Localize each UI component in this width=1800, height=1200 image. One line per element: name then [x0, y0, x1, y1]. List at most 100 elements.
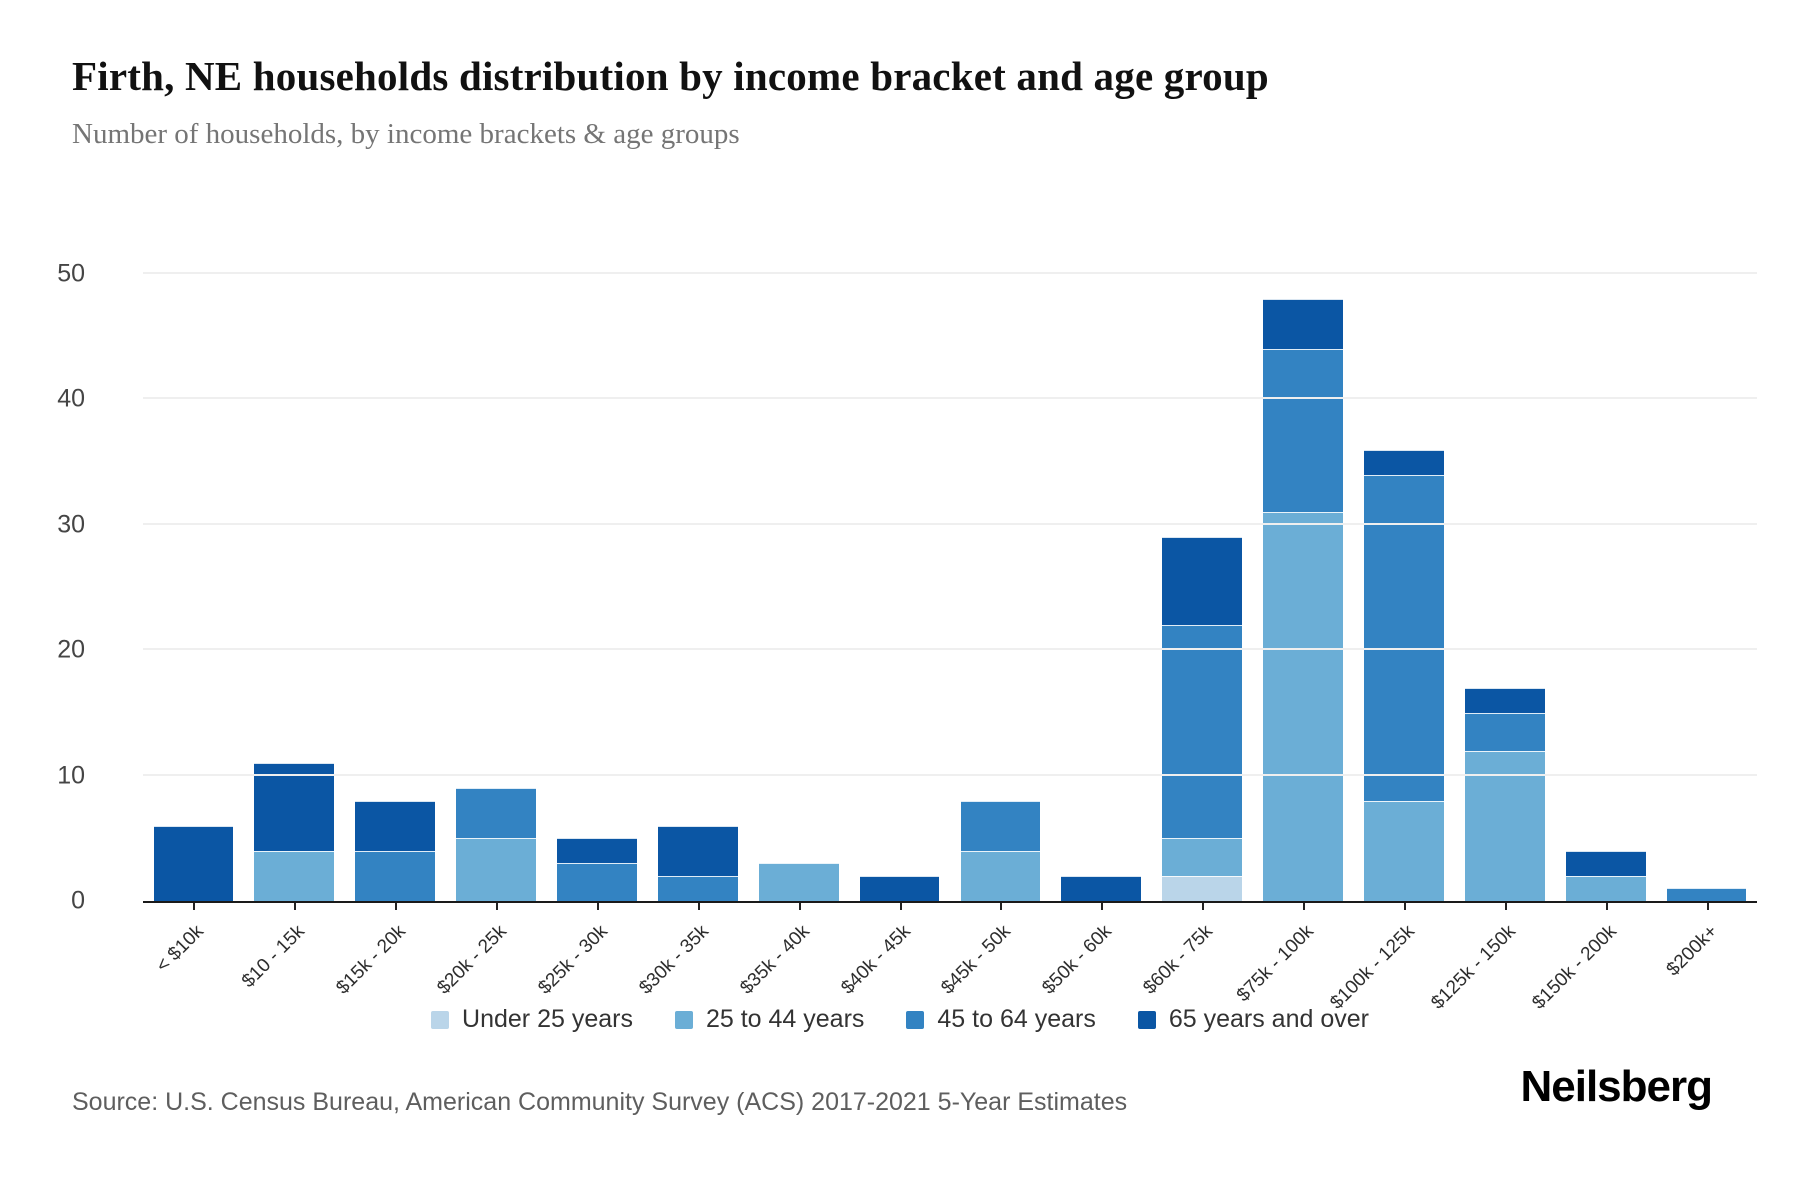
stacked-bar [1666, 274, 1747, 901]
bar-segment[interactable] [1162, 838, 1243, 876]
bar-slot [748, 274, 849, 910]
x-tick-mark [1403, 903, 1406, 910]
bar-slot [345, 274, 446, 910]
x-tick-mark [1605, 903, 1608, 910]
bar-segment[interactable] [758, 863, 839, 901]
bar-segment[interactable] [1162, 537, 1243, 626]
bar-slot [1051, 274, 1152, 910]
legend-item[interactable]: 65 years and over [1137, 1005, 1369, 1034]
bar-segment[interactable] [859, 875, 940, 901]
x-tick-mark [596, 903, 599, 910]
legend-swatch-icon [906, 1010, 925, 1029]
bar-segment[interactable] [355, 800, 436, 851]
x-axis-label: $15k - 20k [332, 921, 411, 999]
y-tick-label-10: 10 [57, 761, 85, 790]
x-axis-label: $40k - 45k [836, 921, 915, 999]
brand-logo: Neilsberg [1520, 1062, 1713, 1111]
legend-swatch-icon [431, 1010, 450, 1029]
stacked-bar [960, 274, 1041, 901]
x-axis-label: $200k+ [1662, 921, 1722, 981]
stacked-bar [355, 274, 436, 901]
legend-label: 45 to 64 years [937, 1005, 1096, 1033]
bar-segment[interactable] [1464, 712, 1545, 751]
bar-segment[interactable] [456, 838, 536, 901]
bar-segment[interactable] [557, 838, 637, 864]
bar-segment[interactable] [1666, 888, 1747, 901]
bar-segment[interactable] [1263, 299, 1343, 350]
bar-slot [1253, 274, 1354, 910]
bar-segment[interactable] [153, 825, 234, 901]
bar-slot [547, 274, 648, 910]
bar-segment[interactable] [1263, 349, 1343, 513]
stacked-bar [859, 274, 940, 901]
x-tick-mark [1101, 903, 1104, 910]
y-tick-label-50: 50 [57, 259, 85, 288]
bar-segment[interactable] [355, 850, 436, 901]
stacked-bar [1464, 274, 1545, 901]
bar-segment[interactable] [657, 875, 738, 901]
bar-segment[interactable] [1364, 449, 1444, 475]
bar-segment[interactable] [254, 763, 335, 851]
x-axis-label: $125k - 150k [1427, 921, 1520, 1014]
bar-segment[interactable] [1162, 625, 1243, 839]
bar-segment[interactable] [1565, 875, 1646, 901]
legend-swatch-icon [674, 1010, 693, 1029]
stacked-bar [1162, 274, 1243, 901]
stacked-bar [153, 274, 234, 901]
bar-slot [1555, 274, 1656, 910]
stacked-bar [557, 274, 637, 901]
x-tick-mark [1303, 903, 1306, 910]
bar-segment[interactable] [960, 800, 1041, 851]
bar-slot [950, 274, 1051, 910]
bar-segment[interactable] [1263, 512, 1343, 901]
legend-item[interactable]: Under 25 years [431, 1005, 633, 1034]
legend-item[interactable]: 45 to 64 years [906, 1005, 1096, 1034]
x-tick-mark [193, 903, 196, 910]
x-axis-label: $60k - 75k [1139, 921, 1218, 999]
x-axis-label: $25k - 30k [534, 921, 612, 999]
stacked-bar [657, 274, 738, 901]
bar-segment[interactable] [1464, 750, 1545, 901]
legend-label: 25 to 44 years [705, 1005, 865, 1033]
bar-segment[interactable] [657, 825, 738, 876]
x-axis-label: $35k - 40k [735, 921, 814, 999]
legend-item[interactable]: 25 to 44 years [674, 1005, 865, 1034]
y-tick-label-40: 40 [57, 384, 85, 413]
x-axis-label: $10 - 15k [238, 921, 310, 992]
bar-segment[interactable] [1061, 875, 1142, 901]
y-tick-label-0: 0 [71, 886, 85, 915]
page-subtitle: Number of households, by income brackets… [72, 118, 740, 150]
gridline-50 [143, 272, 1757, 274]
stacked-bar [1263, 274, 1343, 901]
gridline-30 [143, 522, 1757, 525]
bar-slot [1354, 274, 1455, 910]
stacked-bar [1565, 274, 1646, 901]
x-tick-mark [294, 903, 297, 910]
x-tick-mark [395, 903, 398, 910]
bar-segment[interactable] [1464, 687, 1545, 713]
stacked-bar [254, 274, 335, 901]
bar-segment[interactable] [1565, 850, 1646, 876]
bar-segment[interactable] [456, 788, 536, 839]
bar-segment[interactable] [1364, 800, 1444, 901]
x-tick-mark [1202, 903, 1205, 910]
page-title: Firth, NE households distribution by inc… [72, 53, 1269, 99]
bar-segment[interactable] [960, 850, 1041, 901]
stacked-bar [758, 274, 839, 901]
x-tick-mark [1504, 903, 1507, 910]
bar-segment[interactable] [254, 850, 335, 901]
bar-slot [244, 274, 345, 910]
bar-segment[interactable] [1162, 875, 1243, 901]
gridline-10 [143, 773, 1757, 776]
legend-label: Under 25 years [462, 1005, 633, 1033]
bar-segment[interactable] [557, 863, 637, 901]
x-axis-label: $150k - 200k [1528, 921, 1621, 1014]
bar-slot [143, 274, 244, 910]
bar-segment[interactable] [1364, 474, 1444, 801]
x-axis-label: $100k - 125k [1326, 921, 1419, 1014]
stacked-bar [456, 274, 536, 901]
x-axis-label: $20k - 25k [433, 921, 511, 999]
bar-slot [1454, 274, 1555, 910]
bar-slot [446, 274, 547, 910]
